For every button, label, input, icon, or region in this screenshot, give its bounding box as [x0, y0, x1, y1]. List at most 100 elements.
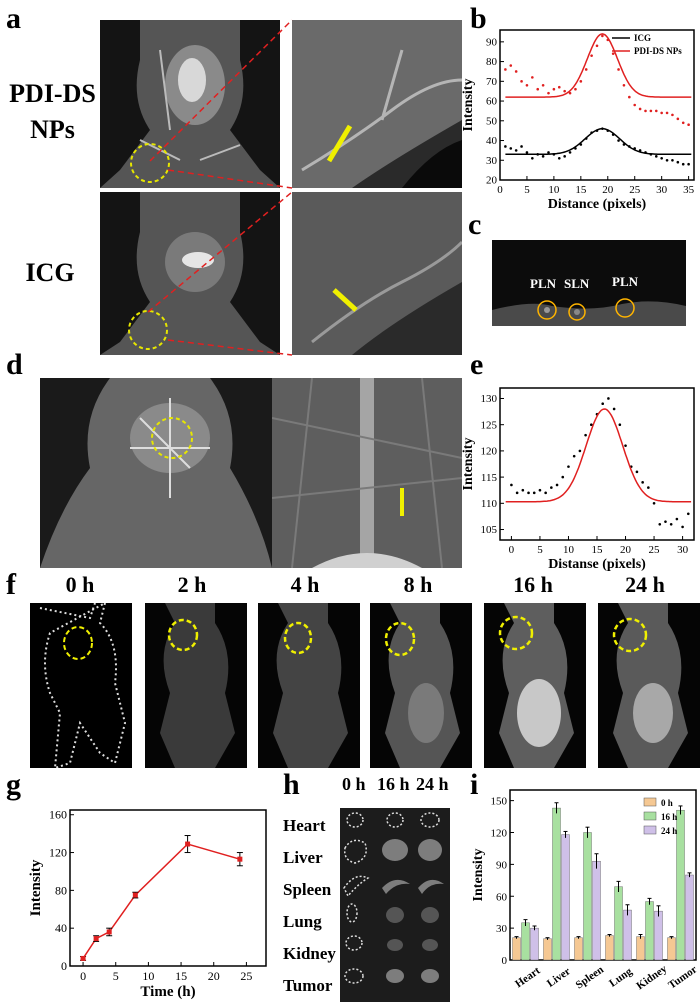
- data-point: [628, 95, 631, 99]
- x-tick-label: 30: [677, 544, 689, 556]
- panel-a-row1-label: PDI-DS NPs: [9, 79, 96, 144]
- y-tick-label: 90: [496, 859, 508, 871]
- data-point: [520, 145, 523, 148]
- plot-frame: [509, 789, 697, 961]
- data-point: [624, 444, 627, 447]
- y-tick-label: 30: [496, 923, 508, 935]
- chart-g: 0 5 10 15 20 25 0 40 80 120 160 Time (h) Intensity: [28, 808, 267, 1000]
- y-tick-label: 115: [481, 472, 498, 484]
- data-point: [611, 52, 615, 55]
- data-point: [579, 80, 583, 83]
- mouse-24h-image: [598, 603, 700, 768]
- panel-letter-h: h: [283, 768, 300, 801]
- legend-entry: 0 h: [661, 798, 673, 808]
- y-tick-label: 60: [486, 96, 498, 108]
- data-point: [515, 491, 519, 495]
- data-point: [671, 158, 674, 162]
- bar: [592, 860, 601, 961]
- x-axis-label: Distanse (pixels): [548, 557, 646, 572]
- data-point: [567, 465, 570, 468]
- x-tick-label: 5: [524, 184, 530, 196]
- y-axis-label: Intensity: [28, 859, 44, 916]
- x-tick-label: 20: [620, 544, 632, 556]
- data-point: [641, 481, 644, 484]
- data-point: [574, 87, 577, 91]
- data-point: [561, 475, 565, 479]
- panel-letter-f: f: [6, 568, 16, 601]
- panel-letter-g: g: [6, 768, 21, 801]
- x-category-label: Tumor: [666, 963, 699, 991]
- x-tick-label: 15: [592, 544, 604, 556]
- sln-label: SLN: [564, 276, 590, 291]
- mouse-0h-image: [30, 603, 132, 768]
- bar: [636, 936, 645, 961]
- bar: [654, 910, 663, 961]
- organ-labels: Heart Liver Spleen Lung Kidney Tumor: [283, 810, 336, 1002]
- x-tick-label: 25: [629, 184, 641, 196]
- data-point: [649, 109, 653, 113]
- data-point: [520, 80, 523, 83]
- data-point: [622, 83, 626, 87]
- bar: [543, 938, 552, 961]
- data-point: [550, 486, 553, 489]
- data-point: [644, 109, 647, 113]
- plot-frame: [499, 387, 695, 541]
- data-point: [617, 68, 620, 71]
- x-tick-label: 20: [602, 184, 614, 196]
- x-tick-label: 0: [497, 184, 503, 196]
- data-point: [563, 89, 566, 93]
- legend-swatch: [643, 811, 657, 821]
- data-point: [687, 162, 690, 166]
- data-point: [675, 517, 679, 521]
- data-point: [607, 397, 610, 400]
- data-point: [665, 111, 669, 115]
- x-tick-label: 10: [548, 184, 560, 196]
- data-point: [601, 34, 604, 38]
- data-point: [557, 85, 561, 89]
- bar: [623, 909, 632, 961]
- y-tick-label: 20: [486, 175, 498, 187]
- data-point: [547, 151, 550, 154]
- data-point: [541, 83, 545, 87]
- data-point: [185, 841, 191, 847]
- x-tick-label: 5: [113, 969, 119, 983]
- data-point: [617, 139, 620, 142]
- organ-label-heart: Heart: [283, 816, 326, 835]
- icg-mouse-image: [100, 192, 280, 355]
- organ-label-tumor: Tumor: [283, 976, 333, 995]
- panel-a-row2-label: ICG: [25, 258, 75, 287]
- bar: [645, 901, 654, 961]
- ex-vivo-organs-image: [340, 808, 450, 1002]
- y-tick-label: 60: [496, 891, 508, 903]
- y-axis-label: Intensity: [461, 438, 476, 491]
- data-point: [578, 449, 582, 453]
- series-line: [82, 843, 241, 959]
- bar: [552, 807, 561, 961]
- time-label-4h: 4 h: [290, 572, 320, 597]
- data-point: [504, 145, 507, 148]
- organs-time-16h: 16 h: [377, 774, 410, 794]
- data-point: [635, 470, 639, 474]
- data-point: [590, 54, 593, 57]
- mouse-2h-image: [145, 603, 247, 768]
- panel-letter-c: c: [468, 208, 482, 241]
- x-category-label: Liver: [545, 965, 573, 990]
- x-tick-label: 25: [240, 969, 252, 983]
- data-point: [552, 87, 556, 91]
- data-point: [671, 113, 674, 117]
- x-tick-label: 10: [142, 969, 154, 983]
- data-point: [660, 156, 663, 160]
- data-point: [584, 433, 587, 437]
- data-point: [237, 856, 243, 862]
- y-tick-label: 70: [486, 76, 498, 88]
- data-point: [654, 109, 658, 113]
- lymph-node-image: PLN SLN PLN: [492, 240, 686, 326]
- bar: [614, 886, 623, 961]
- y-tick-label: 120: [49, 846, 67, 860]
- data-point: [525, 83, 529, 87]
- y-axis-label: Intensity: [471, 849, 486, 902]
- y-tick-label: 130: [481, 393, 498, 405]
- fit-curve: [505, 127, 692, 156]
- bar: [605, 935, 614, 961]
- mouse-4h-image: [258, 603, 360, 768]
